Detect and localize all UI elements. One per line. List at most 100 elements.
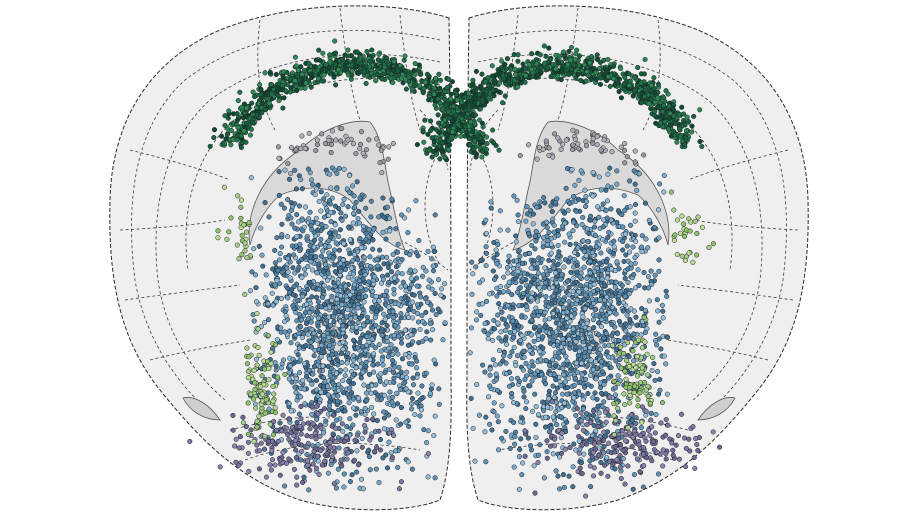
cell-dot (363, 80, 369, 87)
cell-dot (616, 318, 622, 324)
cell-dot (578, 168, 584, 174)
cell-dot (480, 131, 486, 137)
cell-dot (332, 269, 338, 275)
cell-dot (352, 63, 358, 69)
cell-dot (353, 412, 359, 418)
cell-dot (606, 229, 612, 235)
cell-dot (377, 247, 383, 253)
cell-dot (350, 220, 356, 226)
cell-dot (573, 75, 579, 81)
cell-dot (666, 103, 672, 109)
cell-dot (628, 306, 634, 312)
cell-dot (331, 393, 337, 399)
cell-dot (341, 318, 347, 324)
cell-dot (307, 209, 313, 215)
cell-dot (373, 466, 379, 472)
cell-dot (538, 69, 544, 75)
cell-dot (555, 227, 561, 234)
cell-dot (560, 472, 566, 478)
cell-dot (321, 288, 327, 294)
cell-dot (299, 186, 305, 192)
cell-dot (391, 379, 397, 385)
cell-dot (583, 253, 589, 259)
cell-dot (535, 298, 541, 304)
cell-dot (585, 390, 591, 397)
cell-dot (620, 300, 626, 306)
cell-dot (605, 74, 611, 80)
cell-dot (288, 85, 294, 91)
cell-dot (660, 315, 666, 321)
cell-dot (598, 75, 604, 81)
cell-dot (402, 53, 408, 59)
cell-dot (289, 243, 295, 249)
cell-dot (622, 321, 628, 327)
cell-dot (640, 484, 646, 490)
cell-dot (648, 268, 654, 274)
cell-dot (347, 237, 353, 243)
cell-dot (377, 378, 383, 385)
cell-dot (350, 271, 356, 277)
cell-dot (570, 288, 576, 294)
cell-dot (472, 112, 478, 118)
cell-dot (411, 327, 417, 333)
cell-dot (347, 292, 353, 298)
cell-dot (523, 218, 529, 224)
cell-dot (341, 241, 347, 247)
cell-dot (482, 429, 488, 435)
cell-dot (409, 396, 416, 402)
cell-dot (350, 405, 357, 411)
cell-dot (649, 368, 655, 374)
cell-dot (602, 343, 608, 349)
cell-dot (356, 220, 362, 226)
cell-dot (670, 128, 676, 134)
cell-dot (390, 79, 396, 86)
cell-dot (396, 364, 402, 370)
cell-dot (344, 297, 350, 303)
cell-dot (599, 307, 605, 314)
cell-dot (655, 369, 661, 375)
cell-dot (366, 454, 372, 460)
cell-dot (414, 302, 420, 308)
cell-dot (299, 217, 305, 223)
cell-dot (622, 207, 628, 213)
cell-dot (279, 232, 285, 238)
cell-dot (345, 53, 351, 59)
cell-dot (505, 258, 512, 264)
cell-dot (633, 238, 639, 244)
cell-dot (535, 313, 541, 319)
cell-dot (689, 129, 695, 135)
cell-dot (316, 265, 322, 271)
cell-dot (616, 266, 622, 272)
cell-dot (321, 337, 327, 343)
cell-dot (542, 309, 548, 316)
cell-dot (599, 276, 605, 282)
cell-dot (552, 297, 558, 303)
cell-dot (449, 129, 456, 135)
cell-dot (387, 215, 393, 221)
cell-dot (658, 346, 664, 352)
cell-dot (342, 334, 348, 340)
cell-dot (318, 241, 324, 247)
cell-dot (331, 385, 337, 391)
cell-dot (639, 100, 645, 106)
cell-dot (322, 261, 329, 267)
cell-dot (626, 71, 632, 77)
cell-dot (442, 320, 448, 326)
cell-dot (335, 393, 341, 399)
cell-dot (274, 85, 281, 91)
cell-dot (356, 395, 362, 401)
cell-dot (679, 104, 685, 110)
cell-dot (234, 137, 240, 143)
cell-dot (660, 124, 666, 130)
cell-dot (570, 276, 576, 282)
cell-dot (496, 301, 502, 307)
cell-dot (525, 435, 531, 441)
cell-dot (480, 124, 486, 130)
cell-dot (502, 93, 508, 99)
cell-dot (550, 311, 556, 317)
cell-dot (249, 269, 255, 275)
cell-dot (668, 122, 674, 128)
cell-dot (652, 338, 659, 344)
cell-dot (593, 76, 599, 82)
cell-dot (266, 214, 272, 220)
